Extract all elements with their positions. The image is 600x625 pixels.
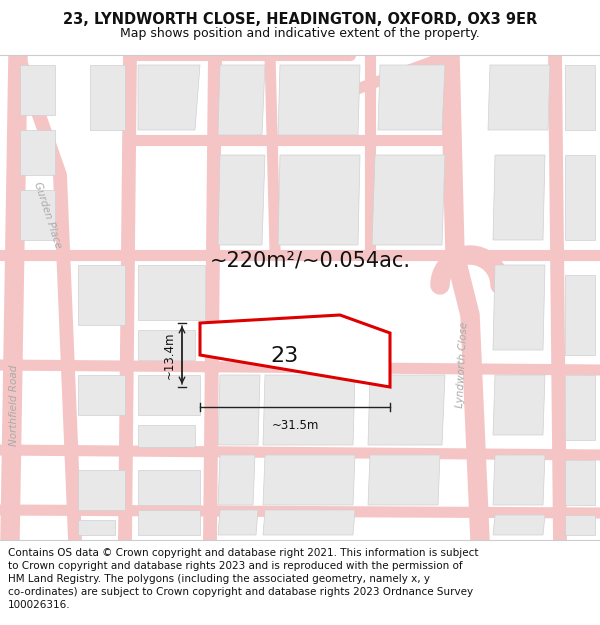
Text: 100026316.: 100026316.: [8, 600, 71, 610]
Text: HM Land Registry. The polygons (including the associated geometry, namely x, y: HM Land Registry. The polygons (includin…: [8, 574, 430, 584]
Polygon shape: [218, 65, 265, 135]
Text: co-ordinates) are subject to Crown copyright and database rights 2023 Ordnance S: co-ordinates) are subject to Crown copyr…: [8, 587, 473, 597]
Polygon shape: [90, 65, 125, 130]
Text: ~13.4m: ~13.4m: [163, 331, 176, 379]
Polygon shape: [138, 65, 200, 130]
Polygon shape: [78, 470, 125, 510]
Text: Contains OS data © Crown copyright and database right 2021. This information is : Contains OS data © Crown copyright and d…: [8, 548, 479, 558]
Polygon shape: [493, 375, 545, 435]
Polygon shape: [493, 265, 545, 350]
Polygon shape: [218, 455, 255, 505]
Polygon shape: [565, 155, 595, 240]
Polygon shape: [565, 65, 595, 130]
Polygon shape: [138, 510, 200, 535]
Polygon shape: [263, 510, 355, 535]
Polygon shape: [20, 190, 55, 240]
Text: 23, LYNDWORTH CLOSE, HEADINGTON, OXFORD, OX3 9ER: 23, LYNDWORTH CLOSE, HEADINGTON, OXFORD,…: [63, 12, 537, 27]
Polygon shape: [138, 265, 205, 320]
Polygon shape: [138, 470, 200, 505]
Polygon shape: [493, 155, 545, 240]
Polygon shape: [138, 425, 195, 447]
Polygon shape: [493, 455, 545, 505]
Polygon shape: [368, 455, 440, 505]
Polygon shape: [138, 375, 200, 415]
Polygon shape: [218, 375, 260, 445]
Polygon shape: [263, 455, 355, 505]
Polygon shape: [378, 65, 445, 130]
Polygon shape: [200, 315, 390, 387]
Polygon shape: [493, 515, 545, 535]
Polygon shape: [488, 65, 550, 130]
Polygon shape: [565, 275, 595, 355]
Polygon shape: [278, 65, 360, 135]
Polygon shape: [218, 155, 265, 245]
Text: Lyndworth Close: Lyndworth Close: [455, 322, 469, 408]
Polygon shape: [78, 375, 125, 415]
Text: ~220m²/~0.054ac.: ~220m²/~0.054ac.: [209, 250, 410, 270]
Polygon shape: [372, 155, 445, 245]
Polygon shape: [20, 130, 55, 175]
Polygon shape: [78, 265, 125, 325]
Text: Gurden Place: Gurden Place: [32, 181, 64, 249]
Polygon shape: [263, 375, 355, 445]
Polygon shape: [368, 375, 445, 445]
Polygon shape: [20, 65, 55, 115]
Text: Map shows position and indicative extent of the property.: Map shows position and indicative extent…: [120, 27, 480, 39]
Text: to Crown copyright and database rights 2023 and is reproduced with the permissio: to Crown copyright and database rights 2…: [8, 561, 463, 571]
Polygon shape: [138, 330, 195, 360]
Polygon shape: [565, 460, 595, 505]
Polygon shape: [278, 155, 360, 245]
Text: Northfield Road: Northfield Road: [9, 364, 19, 446]
Polygon shape: [78, 520, 115, 535]
Polygon shape: [565, 375, 595, 440]
Text: 23: 23: [271, 346, 299, 366]
Polygon shape: [218, 510, 258, 535]
Text: ~31.5m: ~31.5m: [271, 419, 319, 432]
Polygon shape: [565, 515, 595, 535]
